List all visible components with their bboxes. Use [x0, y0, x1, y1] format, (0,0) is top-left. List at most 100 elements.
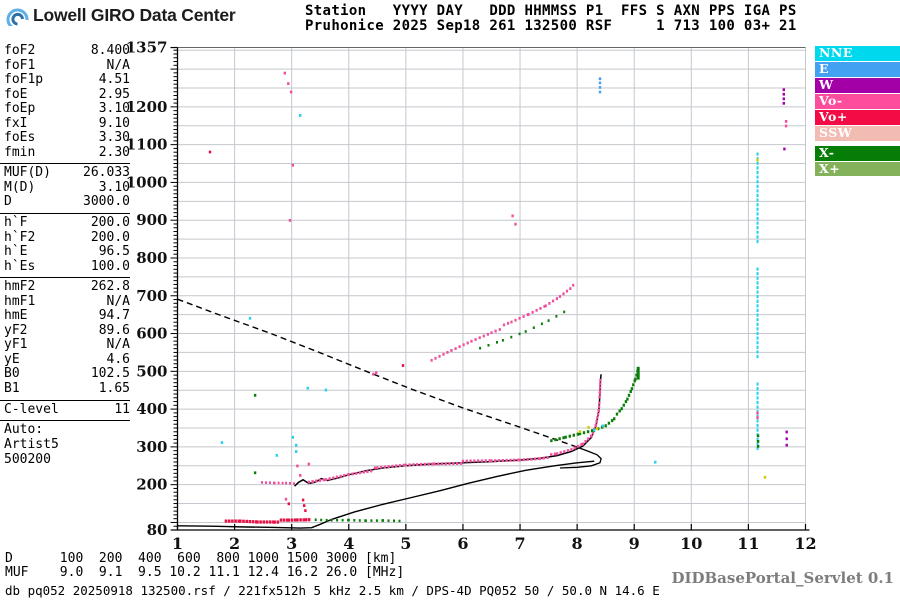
second-hop-o — [458, 345, 461, 349]
scatter-dots — [756, 444, 760, 448]
rfi-column — [756, 341, 759, 345]
f2-o-dots — [597, 409, 600, 412]
es-x-trace — [358, 519, 361, 522]
x-axis-label: 10 — [680, 534, 702, 553]
param-value: 3.10 — [98, 179, 130, 195]
es-o-trace — [237, 519, 241, 523]
second-hop-o — [548, 302, 551, 305]
legend-item-x: X+ — [815, 161, 900, 177]
f2-o-dots — [584, 439, 587, 443]
f2-o-dots — [598, 395, 601, 399]
second-hop-o — [486, 332, 489, 336]
rfi-column — [756, 226, 759, 230]
param-label: B0 — [4, 366, 20, 382]
f2-o-dots — [437, 462, 440, 466]
second-hop-x — [555, 315, 558, 318]
second-hop-o — [572, 283, 575, 287]
f2-o-dots — [431, 462, 434, 466]
rfi-column — [756, 285, 759, 290]
param-label: h`F — [4, 215, 28, 231]
f2-x-trace — [635, 373, 638, 377]
station-header-line1: Station YYYY DAY DDD HHMMSS P1 FFS S AXN… — [305, 3, 797, 19]
f2-x-trace — [624, 400, 628, 404]
f2-o-dots — [366, 470, 369, 473]
f2-o-dots — [311, 480, 314, 483]
f2-o-dots — [452, 462, 455, 466]
param-label: hmF2 — [4, 279, 36, 295]
param-value: 11 — [114, 401, 130, 417]
f2-o-dots — [591, 431, 594, 434]
rfi-column — [756, 170, 759, 175]
scatter-dots — [601, 424, 604, 428]
rfi-column — [756, 387, 759, 391]
f2-x-trace — [586, 430, 590, 434]
scatter-dots — [301, 498, 305, 502]
es-x-trace — [314, 518, 317, 522]
scatter-dots — [784, 124, 788, 128]
panel-divider — [0, 277, 130, 279]
f2-o-dots — [444, 462, 447, 466]
second-hop-o — [438, 354, 441, 358]
scatter-dots — [289, 90, 293, 94]
f2-o-trace — [293, 374, 602, 487]
scatter-dots — [291, 163, 294, 167]
scatter-dots — [372, 372, 375, 376]
f2-o-dots — [546, 456, 549, 459]
f2-o-dots — [448, 462, 451, 466]
scatter-dots — [598, 77, 602, 81]
f2-o-dots — [315, 479, 318, 483]
es-o-trace — [279, 518, 283, 522]
f2-o-dots — [456, 462, 459, 465]
es-x-trace — [325, 518, 328, 522]
es-o-trace — [231, 519, 234, 523]
second-hop-o — [478, 336, 481, 340]
param-value: 262.8 — [90, 279, 130, 295]
param-label: yF1 — [4, 337, 28, 353]
es-o-trace — [227, 519, 231, 523]
second-hop-o — [462, 343, 465, 347]
param-value: 2.95 — [98, 86, 130, 102]
second-hop-x — [524, 330, 527, 333]
scatter-dots — [324, 388, 328, 392]
scatter-dots — [598, 90, 602, 94]
transmission-curve — [177, 298, 572, 446]
f2-x-trace — [613, 417, 616, 421]
f2-o-dots — [522, 458, 525, 462]
param-row-md: M(D) 3.10 — [4, 179, 130, 196]
y-axis-label: 800 — [136, 249, 167, 267]
f2-o-dots — [595, 420, 598, 423]
rfi-column — [756, 419, 759, 423]
f2-o-dots — [490, 459, 493, 463]
f2-o-dots — [590, 434, 593, 438]
f2-o-dots — [542, 456, 545, 460]
panel-divider — [0, 420, 130, 422]
param-label: M(D) — [4, 179, 36, 195]
giro-wave-icon — [6, 4, 30, 31]
y-axis-label: 400 — [136, 400, 167, 418]
f2-o-dots — [427, 462, 430, 466]
param-row-yf2: yF2 89.6 — [4, 323, 130, 339]
y-axis-label: 600 — [136, 325, 167, 343]
rfi-column — [756, 318, 759, 322]
rfi-column — [756, 216, 759, 221]
second-hop-o — [502, 323, 506, 327]
es-o-trace — [242, 519, 245, 523]
f2-x-trace — [591, 429, 594, 433]
es-o-trace — [273, 520, 276, 524]
giro-logo[interactable]: Lowell GIRO Data Center — [6, 4, 236, 31]
param-label: hmE — [4, 308, 28, 324]
x-axis-label: 3 — [286, 534, 297, 553]
second-hop-o — [470, 339, 473, 343]
es-o-trace — [248, 520, 252, 524]
rfi-column — [756, 276, 759, 280]
second-hop-o — [558, 295, 562, 298]
f1-pink-flat — [281, 481, 284, 485]
f2-o-dots — [351, 472, 354, 476]
f1-pink-flat — [265, 481, 267, 484]
y-axis-label: 900 — [136, 211, 167, 229]
f2-o-dots — [509, 458, 512, 462]
scatter-dots — [578, 430, 582, 433]
param-row-hmf2: hmF2 262.8 — [4, 280, 130, 295]
scatter-dots — [291, 435, 294, 439]
rfi-column — [756, 230, 759, 234]
